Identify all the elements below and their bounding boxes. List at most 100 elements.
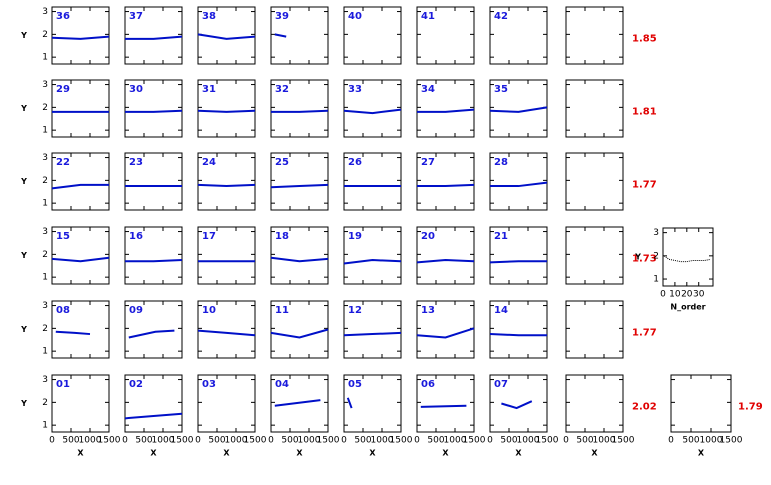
panel-label: 32 [275,84,289,95]
x-tick-label: 1000 [517,436,540,446]
panel-frame [565,226,624,285]
fit-curve [489,106,548,113]
x-tick-label: 500 [354,436,371,446]
y-axis-label: Y [634,253,641,262]
x-tick-label: 500 [500,436,517,446]
panel-label: 39 [275,11,289,22]
panel-frame [343,6,402,65]
panel-label: 04 [275,379,289,390]
row-summary: 1.81 [632,107,657,118]
fit-curve [271,109,329,113]
panel-frame [124,374,183,433]
x-axis-label: X [369,449,376,458]
fit-curve [489,333,547,337]
panel-label: 20 [421,231,435,242]
x-axis-label: X [698,449,705,458]
y-tick-label: 3 [42,375,48,385]
x-tick-label: 1500 [98,436,121,446]
x-tick-label: 1500 [390,436,413,446]
panel-frame [124,152,183,211]
panel-label: 24 [202,157,216,168]
panel-frame [343,152,402,211]
panel-label: 37 [129,11,143,22]
panel-label: 22 [56,157,70,168]
panel-label: 10 [202,305,216,316]
y-axis-label: Y [20,104,27,113]
x-tick-label: 1000 [152,436,175,446]
panel-label: 34 [421,84,435,95]
panel-label: 09 [129,305,143,316]
fit-curve [51,35,110,40]
panel-frame [51,226,110,285]
y-tick-label: 3 [653,228,659,238]
y-axis-label: Y [20,251,27,260]
fit-curve [124,412,183,420]
panel-label: 33 [348,84,362,95]
panel-frame [565,79,624,138]
y-axis-label: Y [20,399,27,408]
x-tick-label: 1000 [298,436,321,446]
y-tick-label: 2 [653,251,659,261]
x-tick-label: 0 [668,436,674,446]
fit-curve [125,109,183,113]
panel-label: 14 [494,305,508,316]
panel-frame [197,152,256,211]
panel-label: 31 [202,84,216,95]
x-tick-label: 0 [660,290,666,300]
panel-label: 41 [421,11,435,22]
fit-curve [274,399,321,407]
fit-curve [416,259,475,264]
x-tick-label: 1500 [612,436,635,446]
fit-curve [197,329,256,337]
row-summary: 1.77 [632,180,657,191]
x-tick-label: 500 [682,436,699,446]
fit-curve [490,181,548,188]
x-tick-label: 1500 [244,436,267,446]
row-summary: 1.85 [632,34,657,45]
fit-curve [270,183,329,189]
fit-curve [51,256,110,263]
panel-frame [124,300,183,359]
x-axis-label: X [442,449,449,458]
panel-frame [270,152,329,211]
panel-frame [416,79,475,138]
y-tick-label: 1 [653,275,659,285]
x-tick-label: 30 [693,290,705,300]
panel-label: 08 [56,305,70,316]
fit-curve [501,400,533,410]
fit-curve [270,328,329,339]
panel-frame [270,79,329,138]
x-tick-label: 0 [563,436,569,446]
panel-frame [489,6,548,65]
y-tick-label: 3 [42,7,48,17]
fit-curve [417,183,475,188]
panel-frame [489,374,548,433]
fit-curve [128,329,175,339]
order-curve [663,255,711,263]
y-axis-label: Y [20,325,27,334]
panel-label: 19 [348,231,362,242]
panel-label: 18 [275,231,289,242]
panel-label: 17 [202,231,216,242]
panel-label: 23 [129,157,143,168]
y-tick-label: 3 [42,227,48,237]
panel-frame [565,374,624,433]
fit-curve [343,108,402,115]
panel-label: 26 [348,157,362,168]
panel-label: 27 [421,157,435,168]
x-tick-label: 1500 [463,436,486,446]
panel-frame [416,226,475,285]
panel-frame [51,79,110,138]
panel-label: 03 [202,379,216,390]
fit-curve [274,33,287,38]
panel-label: 42 [494,11,508,22]
y-tick-label: 2 [42,103,48,113]
x-tick-label: 0 [122,436,128,446]
panel-frame [416,6,475,65]
row-summary: 2.02 [632,402,657,413]
x-tick-label: 1500 [720,436,743,446]
x-tick-label: 0 [195,436,201,446]
fit-curve [55,330,91,336]
fit-curve [346,397,353,409]
